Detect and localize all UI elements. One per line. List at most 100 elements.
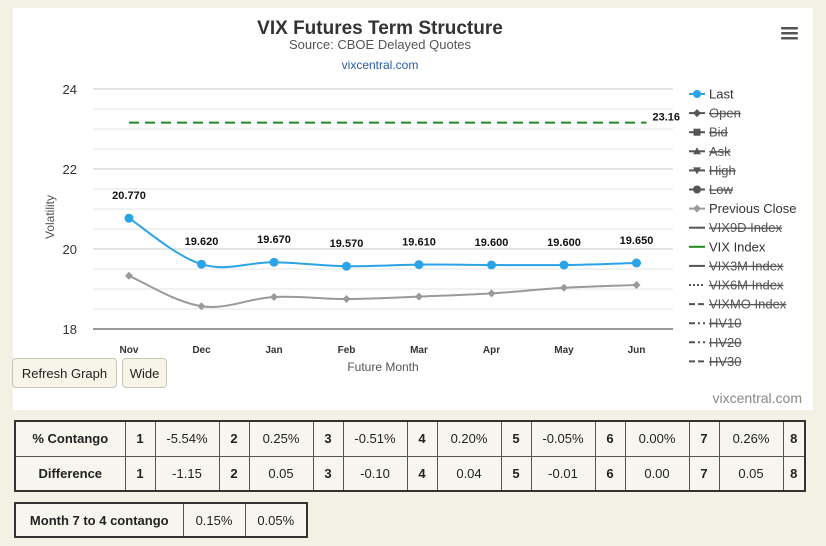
month-index-cell: 4 xyxy=(406,420,438,457)
month-index-cell: 6 xyxy=(594,420,626,457)
legend-label: Last xyxy=(709,87,734,102)
value-cell: 0.00% xyxy=(624,420,690,457)
month-index-cell: 1 xyxy=(124,420,156,457)
x-tick-label: Dec xyxy=(192,345,211,356)
legend-item[interactable]: VIX3M Index xyxy=(689,258,784,273)
legend[interactable]: Last Open Bid Ask High Low Previous Close VIX9D… xyxy=(689,87,796,369)
y-axis-ticks: 18 20 22 24 xyxy=(63,82,77,337)
legend-item[interactable]: Previous Close xyxy=(689,201,796,216)
last-price-data-label: 20.770 xyxy=(112,190,146,202)
chart-panel: VIX Futures Term Structure Source: CBOE … xyxy=(13,8,813,410)
legend-label: HV20 xyxy=(709,335,742,350)
legend-item[interactable]: Low xyxy=(689,182,733,197)
value-cell: 0.00 xyxy=(624,455,690,492)
legend-label: HV30 xyxy=(709,354,742,369)
x-tick-label: Feb xyxy=(338,345,356,356)
x-tick-label: Mar xyxy=(410,345,428,356)
month-index-cell: 5 xyxy=(500,455,532,492)
legend-label: Low xyxy=(709,182,733,197)
y-tick-label: 24 xyxy=(63,82,77,97)
chart-title: VIX Futures Term Structure xyxy=(257,18,503,39)
legend-label: VIX9D Index xyxy=(709,220,782,235)
month-index-cell: 6 xyxy=(594,455,626,492)
month-index-cell: 2 xyxy=(218,455,250,492)
month74-percent: 0.15% xyxy=(182,502,246,538)
value-cell: 0.25% xyxy=(248,420,314,457)
previous-close-point xyxy=(415,292,423,301)
last-price-point[interactable] xyxy=(269,257,279,267)
last-price-data-label: 19.600 xyxy=(547,237,581,249)
last-price-point[interactable] xyxy=(197,259,206,269)
month-index-cell: 3 xyxy=(312,455,344,492)
legend-item[interactable]: Last xyxy=(689,87,734,102)
vix-index-value-label: 23.16 xyxy=(653,112,681,124)
menu-icon[interactable] xyxy=(781,27,798,40)
previous-close-point xyxy=(125,271,133,280)
last-price-point[interactable] xyxy=(342,261,351,271)
legend-label: VIX Index xyxy=(709,239,766,254)
legend-circle-icon xyxy=(693,90,701,98)
value-cell: -0.51% xyxy=(342,420,408,457)
chart-subtitle: Source: CBOE Delayed Quotes xyxy=(289,37,472,52)
y-tick-label: 18 xyxy=(63,322,77,337)
value-cell: 0.05 xyxy=(248,455,314,492)
month-index-cell: 1 xyxy=(124,455,156,492)
last-price-data-label: 19.570 xyxy=(330,238,364,250)
previous-close-point xyxy=(270,293,278,301)
x-axis-ticks: Nov Dec Jan Feb Mar Apr May Jun xyxy=(120,345,646,356)
x-axis-title: Future Month xyxy=(347,360,418,374)
table-row: % Contango 1 -5.54% 2 0.25% 3 -0.51% 4 0.20% 5 -0.… xyxy=(14,420,806,457)
value-cell: -0.05% xyxy=(530,420,596,457)
refresh-graph-button[interactable]: Refresh Graph xyxy=(12,358,117,388)
grid-layer xyxy=(93,88,673,330)
legend-label: HV10 xyxy=(709,316,742,331)
month-index-cell: 2 xyxy=(218,420,250,457)
previous-close-point xyxy=(632,281,641,289)
legend-item[interactable]: VIX9D Index xyxy=(689,220,782,235)
legend-label: Previous Close xyxy=(709,201,796,216)
legend-item[interactable]: Bid xyxy=(689,125,728,140)
legend-square-icon xyxy=(693,128,701,136)
chart-svg: VIX Futures Term Structure Source: CBOE … xyxy=(43,18,802,406)
month-index-cell: 8 xyxy=(782,420,806,457)
wide-button[interactable]: Wide xyxy=(122,358,167,388)
legend-label: High xyxy=(709,163,736,178)
legend-item[interactable]: Open xyxy=(689,106,741,121)
legend-diamond-icon xyxy=(693,109,701,118)
last-price-data-label: 19.670 xyxy=(257,234,291,246)
x-tick-label: May xyxy=(554,345,574,356)
contango-table: % Contango 1 -5.54% 2 0.25% 3 -0.51% 4 0.20% 5 -0.… xyxy=(14,420,806,492)
legend-item[interactable]: HV20 xyxy=(689,335,742,350)
legend-item[interactable]: High xyxy=(689,163,736,178)
previous-close-line xyxy=(128,274,637,308)
value-cell: -0.01 xyxy=(530,455,596,492)
last-price-point[interactable] xyxy=(124,213,134,223)
last-price-point[interactable] xyxy=(414,260,424,270)
legend-item[interactable]: HV30 xyxy=(689,354,742,369)
last-price-point[interactable] xyxy=(559,260,569,270)
last-price-point[interactable] xyxy=(632,258,641,268)
month-7-to-4-table: Month 7 to 4 contango 0.15% 0.05% xyxy=(14,502,308,538)
legend-item[interactable]: VIXMO Index xyxy=(689,297,787,312)
legend-item[interactable]: VIX6M Index xyxy=(689,278,784,293)
x-tick-label: Jan xyxy=(265,345,282,356)
legend-triangle-icon xyxy=(693,147,701,155)
legend-item[interactable]: HV10 xyxy=(689,316,742,331)
chart-credit[interactable]: vixcentral.com xyxy=(713,390,802,406)
value-cell: -5.54% xyxy=(154,420,220,457)
legend-label: Open xyxy=(709,106,741,121)
month-index-cell: 8 xyxy=(782,455,806,492)
legend-item[interactable]: VIX Index xyxy=(689,239,766,254)
value-cell: 0.04 xyxy=(436,455,502,492)
value-cell: -0.10 xyxy=(342,455,408,492)
x-tick-label: Apr xyxy=(483,345,500,356)
source-link[interactable]: vixcentral.com xyxy=(342,58,419,72)
legend-triangle-down-icon xyxy=(693,167,701,175)
month-index-cell: 5 xyxy=(500,420,532,457)
y-tick-label: 20 xyxy=(63,242,77,257)
legend-item[interactable]: Ask xyxy=(689,144,731,159)
value-cell: -1.15 xyxy=(154,455,220,492)
last-price-data-label: 19.650 xyxy=(620,235,654,247)
last-price-point[interactable] xyxy=(487,260,496,270)
previous-close-point xyxy=(342,295,351,303)
